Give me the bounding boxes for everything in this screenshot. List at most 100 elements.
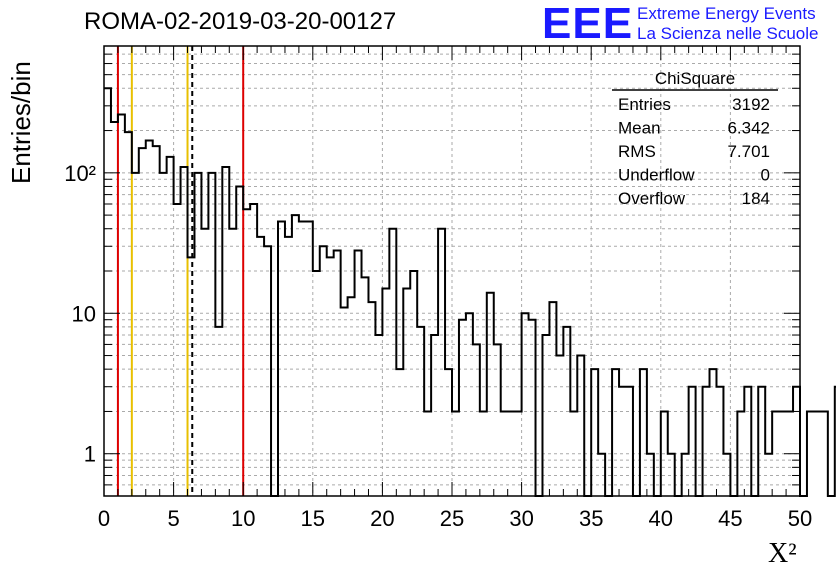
histogram-bin <box>306 222 313 496</box>
histogram-bin <box>765 454 772 496</box>
histogram-bin <box>341 307 348 496</box>
x-tick-label: 20 <box>370 506 394 531</box>
histogram-bin <box>716 387 723 496</box>
histogram-bin <box>814 411 821 496</box>
histogram-bin <box>487 293 494 496</box>
histogram-bin <box>452 411 459 496</box>
histogram-bin <box>438 229 445 496</box>
histogram-bin <box>508 411 515 496</box>
histogram-bin <box>529 320 536 496</box>
histogram-bin <box>208 173 215 496</box>
x-tick-label: 25 <box>440 506 464 531</box>
histogram-bin <box>382 289 389 496</box>
histogram-bin <box>222 167 229 496</box>
histogram-bin <box>494 344 501 496</box>
histogram-bin <box>362 277 369 496</box>
stats-label: Entries <box>618 95 671 114</box>
histogram-bin <box>563 327 570 496</box>
histogram-bin <box>375 335 382 496</box>
x-tick-label: 50 <box>788 506 812 531</box>
histogram-bin <box>793 387 800 496</box>
stats-value: 6.342 <box>727 119 770 138</box>
brand-tagline-1: Extreme Energy Events <box>637 4 816 23</box>
histogram-bin <box>111 122 118 496</box>
x-tick-label: 45 <box>718 506 742 531</box>
histogram-bin <box>542 335 549 496</box>
axis-ticks: 0 5 10 15 20 25 30 35 40 45 50 1 10 10² <box>64 45 812 531</box>
stats-label: Underflow <box>618 166 695 185</box>
stats-value: 184 <box>742 189 770 208</box>
stats-value: 0 <box>761 166 770 185</box>
stats-label: Mean <box>618 119 661 138</box>
histogram-bin <box>132 173 139 496</box>
histogram-bin <box>522 313 529 496</box>
histogram-bin <box>292 215 299 496</box>
histogram-outline <box>104 87 836 497</box>
histogram-bin <box>368 302 375 496</box>
histogram-bin <box>417 327 424 496</box>
stats-value: 7.701 <box>727 142 770 161</box>
histogram-bin <box>626 387 633 496</box>
histogram-bin <box>188 257 195 496</box>
histogram-bin <box>215 327 222 496</box>
histogram-bin <box>139 148 146 496</box>
histogram-bin <box>389 229 396 496</box>
histogram-bin <box>264 246 271 496</box>
histogram-bin <box>194 173 201 496</box>
histogram-bin <box>257 237 264 496</box>
histogram-bin <box>682 454 689 496</box>
histogram-bin <box>355 250 362 496</box>
histogram-bin <box>104 88 111 496</box>
histogram-bin <box>515 411 522 496</box>
histogram-bin <box>710 369 717 496</box>
stats-label: Overflow <box>618 189 686 208</box>
histogram-bin <box>118 115 125 496</box>
stats-title: ChiSquare <box>655 69 735 88</box>
histogram-bin <box>577 356 584 496</box>
histogram-bin <box>598 454 605 496</box>
histogram-bin <box>459 320 466 496</box>
histogram-bin <box>250 204 257 496</box>
histogram-bin <box>313 271 320 496</box>
histogram-bin <box>640 369 647 496</box>
histogram-bin <box>160 173 167 496</box>
histogram-bin <box>229 229 236 496</box>
histogram-bin <box>146 140 153 496</box>
histogram-bin <box>236 186 243 496</box>
eee-logo: EEE <box>542 0 634 48</box>
histogram-bin <box>125 132 132 496</box>
x-tick-label: 15 <box>301 506 325 531</box>
histogram-bin <box>410 271 417 496</box>
histogram-bin <box>243 209 250 496</box>
x-tick-label: 30 <box>509 506 533 531</box>
histogram-bin <box>758 387 765 496</box>
histogram-bin <box>668 454 675 496</box>
histogram-bin <box>480 411 487 496</box>
histogram-bin <box>556 356 563 496</box>
histogram-bin <box>403 289 410 496</box>
histogram-bin <box>689 387 696 496</box>
histogram-bin <box>591 369 598 496</box>
x-tick-label: 0 <box>98 506 110 531</box>
histogram-bin <box>744 387 751 496</box>
histogram-bin <box>821 411 828 496</box>
histogram-bin <box>424 411 431 496</box>
y-tick-label: 10 <box>72 301 96 326</box>
brand-tagline-2: La Scienza nelle Scuole <box>637 24 819 43</box>
histogram-bin <box>181 167 188 496</box>
y-tick-label: 10² <box>64 161 96 186</box>
x-tick-label: 35 <box>579 506 603 531</box>
y-tick-label: 1 <box>84 442 96 467</box>
stats-value: 3192 <box>732 95 770 114</box>
stats-label: RMS <box>618 142 656 161</box>
histogram-bin <box>396 369 403 496</box>
histogram-bin <box>445 369 452 496</box>
histogram-bin <box>647 454 654 496</box>
histogram-bin <box>723 454 730 496</box>
histogram-bin <box>334 250 341 496</box>
histogram-bin <box>299 222 306 496</box>
x-axis-label: X² <box>768 538 797 569</box>
plot-title: ROMA-02-2019-03-20-00127 <box>84 8 397 35</box>
x-tick-label: 10 <box>231 506 255 531</box>
histogram-bin <box>807 411 814 496</box>
